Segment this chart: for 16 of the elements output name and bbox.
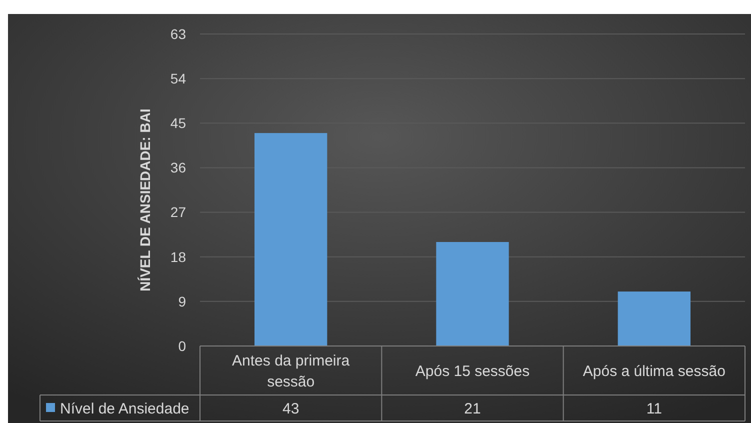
x-tick-label: Após 15 sessões — [415, 362, 530, 380]
x-tick-label: Após a última sessão — [582, 362, 726, 380]
y-tick-label: 27 — [170, 204, 186, 220]
legend-label: Nível de Ansiedade — [60, 400, 190, 418]
data-label: 43 — [282, 400, 300, 418]
y-tick-label: 54 — [170, 70, 186, 86]
y-axis-title: NÍVEL DE ANSIEDADE: BAI — [137, 108, 153, 292]
y-tick-label: 45 — [170, 115, 186, 132]
y-tick-label: 36 — [170, 160, 186, 176]
data-label: 11 — [646, 400, 662, 418]
y-tick-label: 18 — [170, 248, 186, 265]
y-tick-label: 63 — [170, 26, 186, 42]
y-tick-label: 0 — [178, 338, 186, 354]
y-tick-label: 9 — [178, 293, 186, 310]
data-label: 21 — [464, 400, 481, 418]
x-tick-label: Antes da primeira sessão — [232, 352, 350, 390]
